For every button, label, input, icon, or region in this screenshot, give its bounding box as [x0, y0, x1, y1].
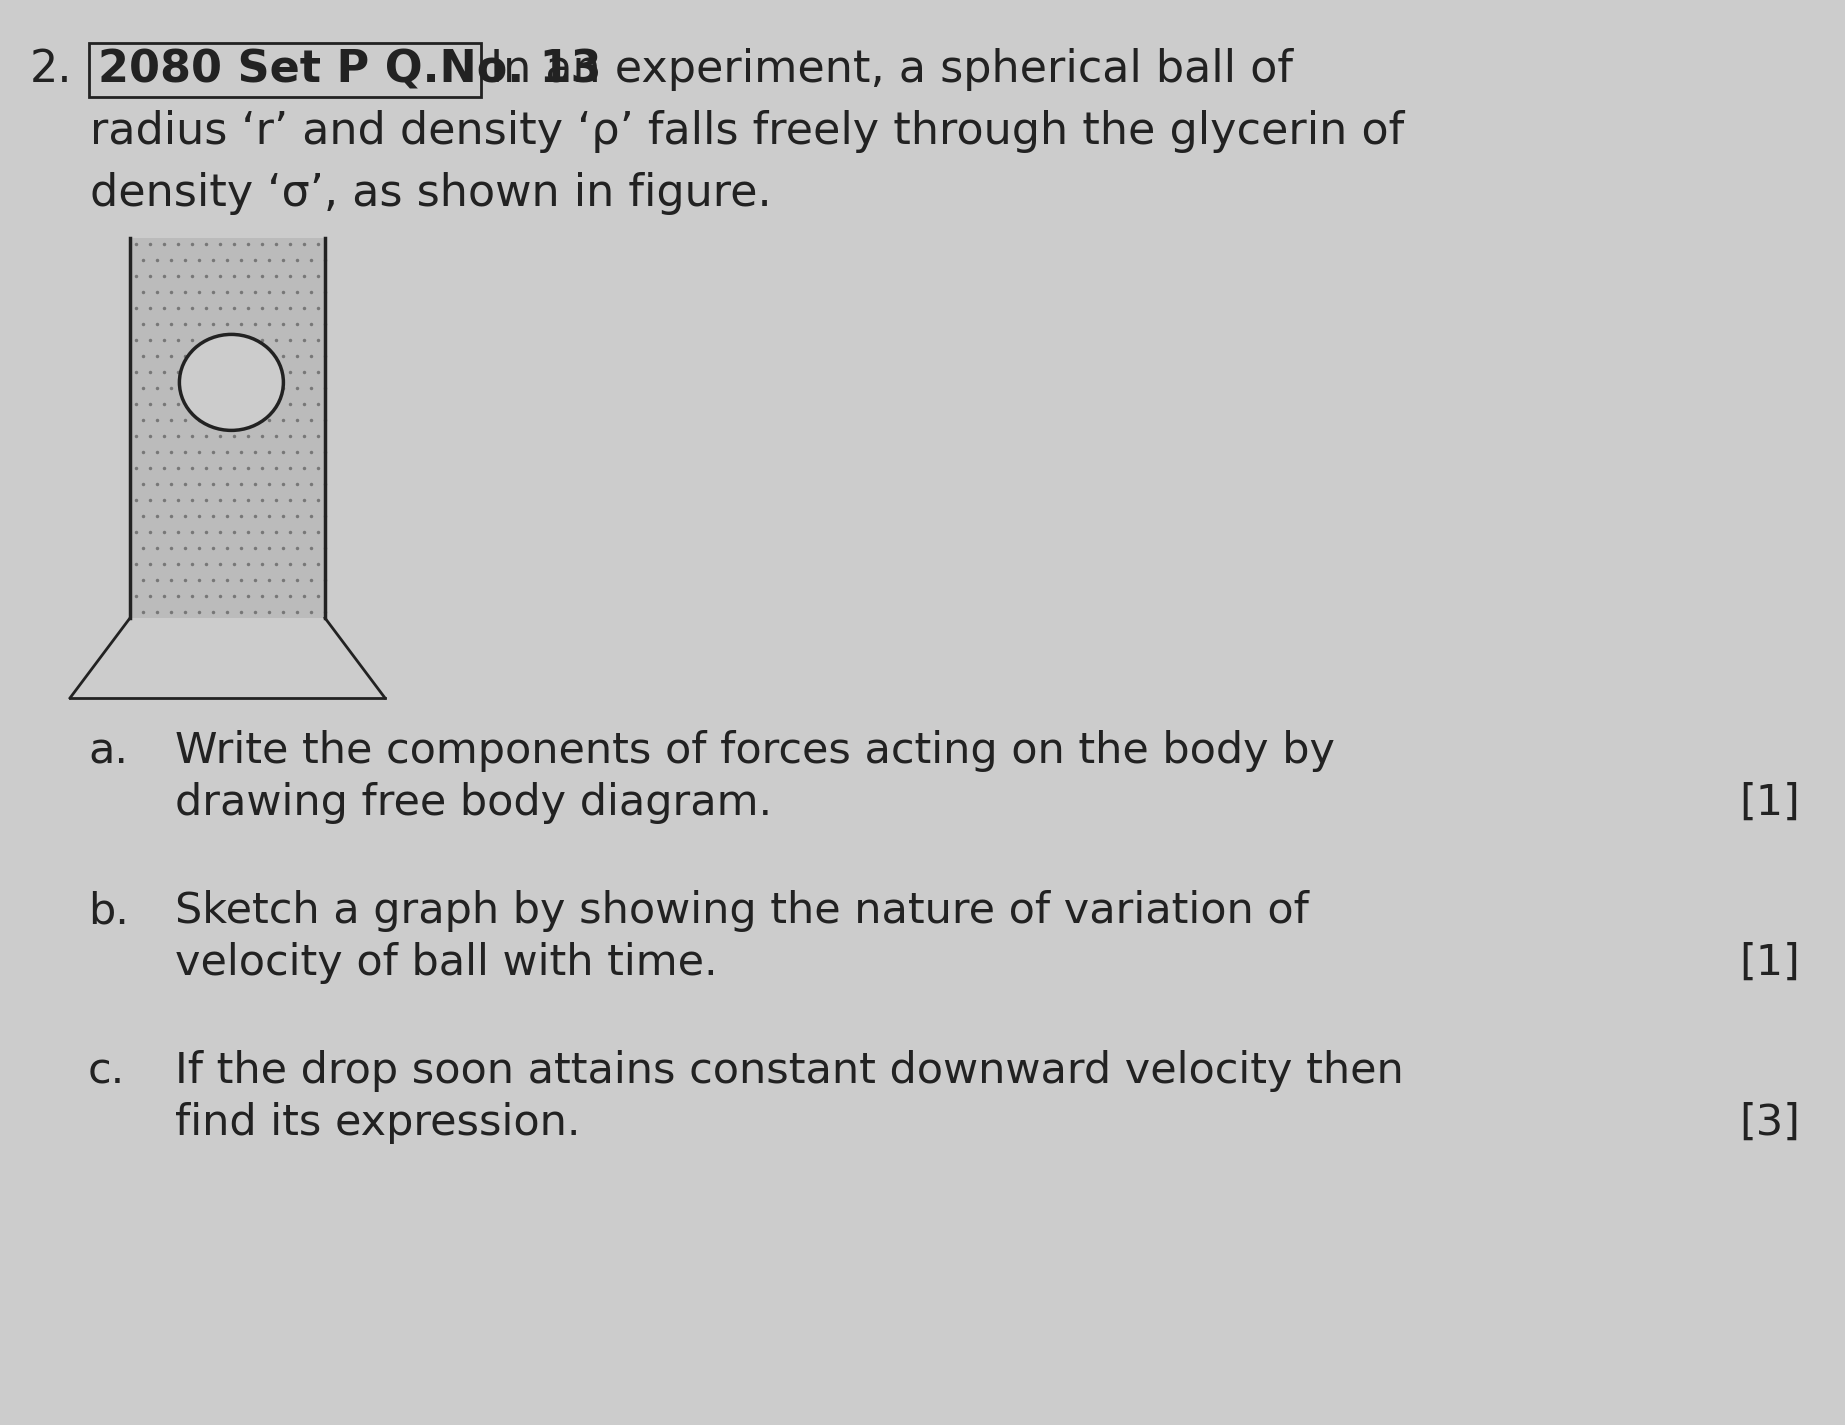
Text: 2080 Set P Q.No. 13: 2080 Set P Q.No. 13	[98, 48, 601, 91]
Text: drawing free body diagram.: drawing free body diagram.	[175, 782, 771, 824]
Text: [1]: [1]	[1740, 782, 1801, 824]
Text: Write the components of forces acting on the body by: Write the components of forces acting on…	[175, 730, 1336, 772]
Text: b.: b.	[89, 891, 129, 932]
Text: c.: c.	[89, 1050, 125, 1092]
Text: a.: a.	[89, 730, 127, 772]
Text: If the drop soon attains constant downward velocity then: If the drop soon attains constant downwa…	[175, 1050, 1404, 1092]
Text: velocity of ball with time.: velocity of ball with time.	[175, 942, 718, 985]
Text: density ‘σ’, as shown in figure.: density ‘σ’, as shown in figure.	[90, 172, 771, 215]
Text: Sketch a graph by showing the nature of variation of: Sketch a graph by showing the nature of …	[175, 891, 1308, 932]
Ellipse shape	[179, 335, 284, 430]
Text: radius ‘r’ and density ‘ρ’ falls freely through the glycerin of: radius ‘r’ and density ‘ρ’ falls freely …	[90, 110, 1404, 152]
Text: [1]: [1]	[1740, 942, 1801, 985]
Text: [3]: [3]	[1740, 1102, 1801, 1144]
Bar	[129, 238, 325, 618]
Text: 2.: 2.	[30, 48, 72, 91]
Text: In an experiment, a spherical ball of: In an experiment, a spherical ball of	[491, 48, 1293, 91]
Text: find its expression.: find its expression.	[175, 1102, 581, 1144]
